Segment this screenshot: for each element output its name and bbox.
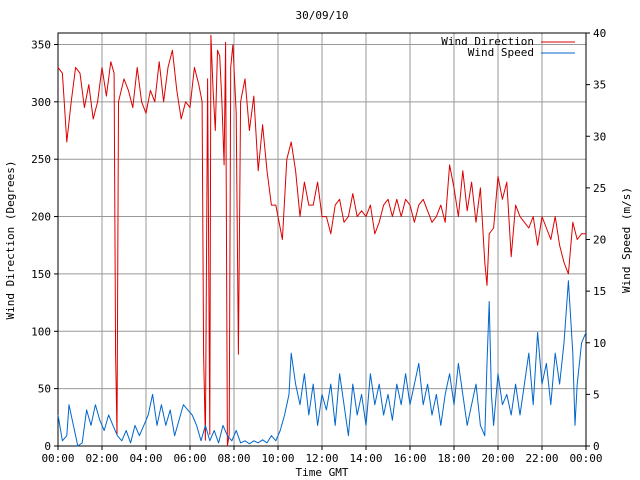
legend-label-wind-direction: Wind Direction: [441, 35, 534, 48]
axis-ticks: 00:00 02:00 04:00 06:00 08:00 10:00 12:00 14:00…: [31, 27, 606, 465]
y-right-tick-label: 10: [593, 337, 606, 350]
y-right-tick-label: 30: [593, 130, 606, 143]
y-left-tick-label: 0: [44, 440, 51, 453]
y-left-tick-label: 150: [31, 268, 51, 281]
x-tick-label: 08:00: [217, 452, 250, 465]
x-tick-label: 00:00: [41, 452, 74, 465]
x-axis-label: Time GMT: [296, 466, 349, 479]
y-right-tick-label: 40: [593, 27, 606, 40]
y-right-tick-label: 0: [593, 440, 600, 453]
x-tick-label: 06:00: [173, 452, 206, 465]
y-left-tick-label: 200: [31, 211, 51, 224]
y-left-tick-label: 350: [31, 38, 51, 51]
y-right-tick-label: 5: [593, 388, 600, 401]
y-right-tick-label: 35: [593, 79, 606, 92]
legend-label-wind-speed: Wind Speed: [468, 46, 534, 59]
x-tick-label: 10:00: [261, 452, 294, 465]
x-tick-label: 04:00: [129, 452, 162, 465]
x-tick-label: 12:00: [305, 452, 338, 465]
x-tick-label: 02:00: [85, 452, 118, 465]
x-tick-label: 20:00: [481, 452, 514, 465]
y-axis-right-label: Wind Speed (m/s): [620, 187, 633, 293]
series-line-wind-speed: [57, 280, 587, 447]
y-left-tick-label: 250: [31, 153, 51, 166]
y-left-tick-label: 50: [38, 383, 51, 396]
y-left-tick-label: 300: [31, 96, 51, 109]
x-tick-label: 16:00: [393, 452, 426, 465]
x-tick-label: 00:00: [569, 452, 602, 465]
legend: Wind Direction Wind Speed: [441, 35, 575, 59]
chart-title: 30/09/10: [296, 9, 349, 22]
y-right-tick-label: 15: [593, 285, 606, 298]
y-right-tick-label: 25: [593, 182, 606, 195]
series-line-wind-direction: [57, 34, 586, 447]
x-tick-label: 18:00: [437, 452, 470, 465]
y-right-tick-label: 20: [593, 234, 606, 247]
y-axis-left-label: Wind Direction (Degrees): [4, 161, 17, 320]
x-tick-label: 22:00: [525, 452, 558, 465]
y-left-tick-label: 100: [31, 325, 51, 338]
x-tick-label: 14:00: [349, 452, 382, 465]
series-layer: [57, 34, 587, 447]
